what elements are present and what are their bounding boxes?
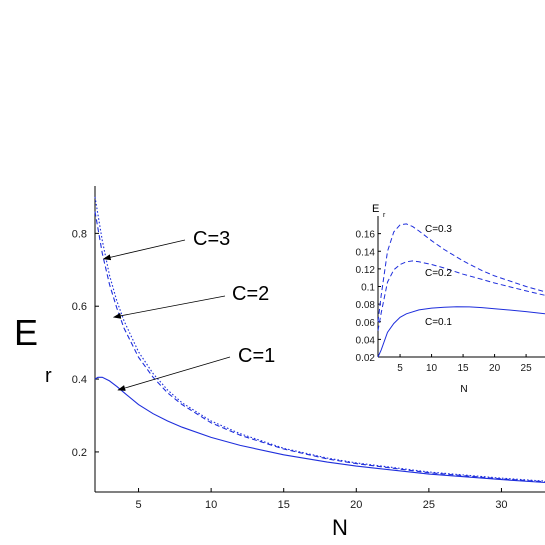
inset-series-c-0-2 [377,260,545,331]
main-x-axis-label: N [332,515,348,540]
main-y-tick-label: 0.4 [72,374,87,386]
main-x-tick-label: 15 [278,499,290,511]
main-y-tick-label: 0.8 [72,228,87,240]
main-annotation-label: C=3 [193,228,230,250]
main-x-tick-label: 30 [495,499,507,511]
inset-series-c-0-1 [377,306,545,358]
main-y-tick-label: 0.2 [72,447,87,459]
inset-series-c-0-3 [377,223,545,322]
main-plot: 5 10 15 20 25 30 0.2 0.4 0.6 0.8 C=3 C=2 C=1 N E r [14,186,545,540]
main-series-c-1 [94,376,545,484]
inset-annotation-label: C=0.3 [425,224,452,235]
inset-y-tick-label: 0.06 [356,318,376,329]
main-annotation-arrow [117,356,231,391]
main-annotation-arrow [102,239,186,261]
main-x-tick-label: 10 [205,499,217,511]
main-annotation-arrow [112,295,226,319]
main-annotation-label: C=1 [238,345,275,367]
inset-y-tick-label: 0.12 [356,265,376,276]
inset-plot: 5 10 15 20 25 0.02 0.04 0.06 0.08 0.1 0.12 0.14 0.16… [356,203,545,395]
inset-x-tick-label: 25 [521,363,533,374]
inset-x-tick-label: 10 [426,363,438,374]
inset-annotation-label: C=0.1 [425,317,452,328]
main-x-tick-label: 5 [135,499,141,511]
inset-y-tick-label: 0.04 [356,335,376,346]
inset-x-tick-label: 5 [397,363,403,374]
main-annotation-label: C=2 [232,283,269,305]
main-y-tick-label: 0.6 [72,301,87,313]
inset-y-tick-label: 0.14 [356,247,376,258]
inset-y-tick-label: 0.02 [356,353,376,364]
inset-x-tick-label: 15 [458,363,470,374]
inset-y-tick-label: 0.08 [356,300,376,311]
inset-y-axis-label-subscript: r [383,212,386,219]
main-series-c-2 [94,211,545,483]
main-y-axis-label-subscript: r [45,365,52,387]
inset-y-tick-label: 0.1 [361,283,375,294]
inset-annotation-label: C=0.2 [425,268,452,279]
inset-x-axis-label: N [460,384,467,395]
main-series-c-3 [94,196,545,482]
inset-x-tick-label: 20 [489,363,501,374]
main-x-tick-label: 20 [350,499,362,511]
inset-background [376,210,545,360]
main-x-tick-label: 25 [423,499,435,511]
main-y-axis-label: E [14,312,38,353]
inset-y-axis-label: E [372,203,379,215]
inset-y-tick-label: 0.16 [356,230,376,241]
